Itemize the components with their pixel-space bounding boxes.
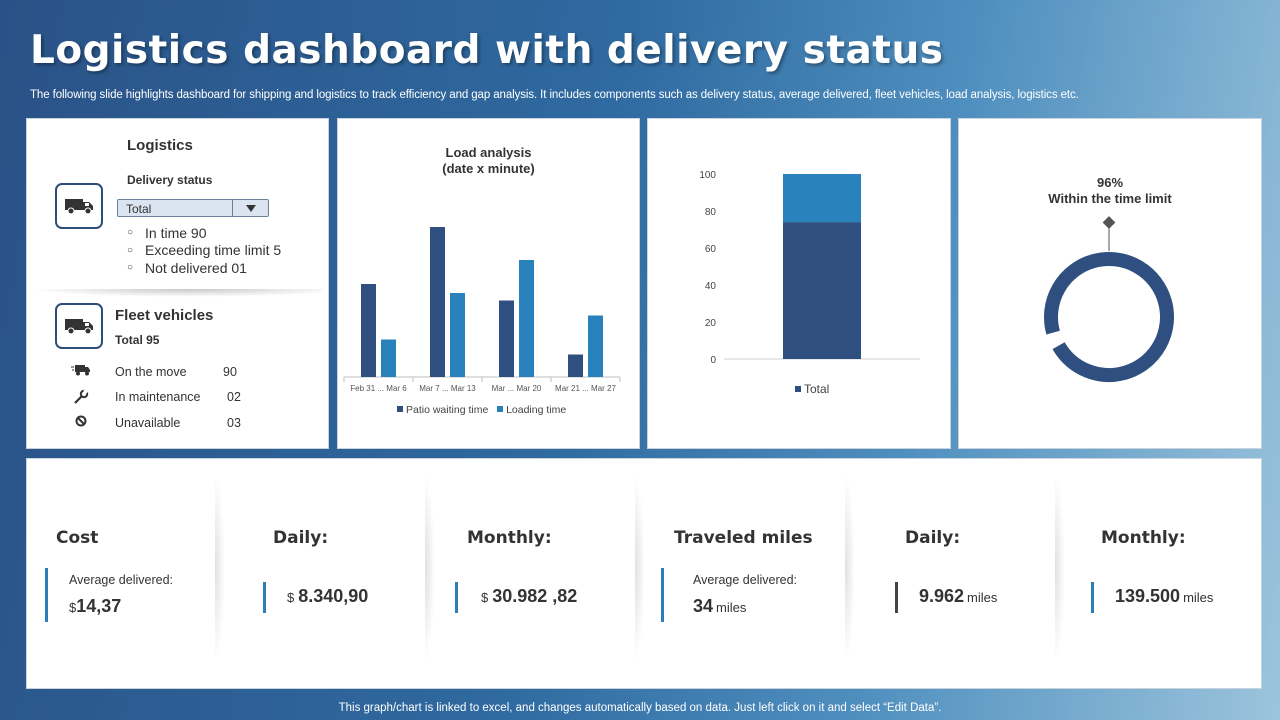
metric-2: Monthly: $30.982 ,82 bbox=[425, 459, 635, 690]
fleet-heading: Fleet vehicles bbox=[115, 307, 214, 324]
delivery-status-label: Delivery status bbox=[127, 173, 213, 187]
column-separator bbox=[635, 473, 645, 663]
bar-loading[interactable] bbox=[450, 293, 465, 377]
circle-bullet-icon: ○ bbox=[127, 227, 134, 239]
total-panel: 0 20 40 60 80 100 Total bbox=[647, 118, 951, 449]
footer-note: This graph/chart is linked to excel, and… bbox=[338, 702, 942, 714]
total-stacked-chart[interactable]: 0 20 40 60 80 100 bbox=[648, 119, 950, 419]
column-separator bbox=[215, 473, 225, 663]
logistics-truck-icon bbox=[55, 183, 103, 229]
section-divider bbox=[27, 289, 322, 297]
fleet-truck-icon bbox=[55, 303, 103, 349]
metric-accent-bar bbox=[45, 568, 48, 622]
stacked-bar-segment[interactable] bbox=[783, 174, 861, 223]
page-title: Logistics dashboard with delivery status bbox=[30, 28, 944, 73]
page-subtitle: The following slide highlights dashboard… bbox=[30, 89, 1079, 101]
x-tick-label: Mar 7 ... Mar 13 bbox=[419, 384, 476, 393]
total-chart-legend: Total bbox=[795, 382, 829, 396]
x-tick-label: Feb 31 ... Mar 6 bbox=[350, 384, 407, 393]
stacked-bar-segment[interactable] bbox=[783, 222, 861, 359]
load-analysis-panel: Load analysis (date x minute) Feb 31 ...… bbox=[337, 118, 640, 449]
callout-marker-icon bbox=[1102, 216, 1116, 229]
logistics-panel: Logistics Delivery status Total ○ In time… bbox=[26, 118, 329, 449]
metric-heading: Monthly: bbox=[467, 528, 552, 548]
time-limit-donut[interactable] bbox=[959, 119, 1261, 448]
column-separator bbox=[425, 473, 435, 663]
bar-loading[interactable] bbox=[381, 339, 396, 378]
metric-caption: Average delivered: bbox=[69, 573, 174, 587]
metric-heading: Cost bbox=[56, 528, 99, 548]
metric-value: $8.340,90 bbox=[287, 586, 369, 606]
metric-5: Monthly: 139.500 miles bbox=[1055, 459, 1263, 690]
y-tick-label: 0 bbox=[710, 355, 716, 366]
list-item: ○ Not delivered 01 bbox=[127, 259, 247, 276]
delivery-status-dropdown[interactable]: Total bbox=[117, 199, 269, 217]
metric-accent-bar bbox=[263, 582, 266, 613]
prohibited-icon bbox=[71, 415, 91, 430]
x-tick-label: Mar 21 ... Mar 27 bbox=[555, 384, 616, 393]
bar-patio[interactable] bbox=[361, 284, 376, 377]
metric-accent-bar bbox=[895, 582, 898, 613]
moving-truck-icon bbox=[71, 364, 91, 379]
load-analysis-chart[interactable]: Feb 31 ... Mar 6 Mar 7 ... Mar 13 Mar ... … bbox=[338, 119, 639, 419]
bar-loading[interactable] bbox=[519, 260, 534, 377]
dropdown-arrow-button[interactable] bbox=[232, 200, 268, 216]
metric-value: 9.962 miles bbox=[919, 586, 998, 606]
time-limit-panel: 96% Within the time limit bbox=[958, 118, 1262, 449]
bar-patio[interactable] bbox=[430, 227, 445, 377]
dropdown-value: Total bbox=[126, 202, 152, 216]
legend-swatch bbox=[397, 406, 403, 412]
bar-patio[interactable] bbox=[568, 354, 583, 378]
fleet-total: Total 95 bbox=[115, 333, 160, 347]
delivery-status-list: ○ In time 90 ○ Exceeding time limit 5 ○ Not… bbox=[127, 224, 281, 277]
metric-value: 34 miles bbox=[693, 596, 747, 616]
logistics-heading: Logistics bbox=[127, 137, 193, 154]
list-item: ○ Exceeding time limit 5 bbox=[127, 242, 282, 259]
metric-4: Daily: 9.962 miles bbox=[845, 459, 1055, 690]
metric-heading: Traveled miles bbox=[674, 528, 813, 548]
metrics-panel: Cost Average delivered: $14,37 Daily: $8.340… bbox=[26, 458, 1262, 689]
circle-bullet-icon: ○ bbox=[127, 262, 134, 274]
y-tick-label: 80 bbox=[705, 207, 717, 218]
list-item: ○ In time 90 bbox=[127, 224, 207, 241]
load-chart-title: Load analysis (date x minute) bbox=[442, 145, 535, 176]
metric-heading: Monthly: bbox=[1101, 528, 1186, 548]
bar-patio[interactable] bbox=[499, 300, 514, 378]
metric-heading: Daily: bbox=[273, 528, 329, 548]
donut-segment-within[interactable] bbox=[1038, 246, 1181, 389]
metric-1: Daily: $8.340,90 bbox=[215, 459, 425, 690]
metric-caption: Average delivered: bbox=[693, 573, 798, 587]
metric-heading: Daily: bbox=[905, 528, 961, 548]
metric-accent-bar bbox=[661, 568, 664, 622]
chevron-down-icon bbox=[245, 204, 256, 212]
metric-accent-bar bbox=[1091, 582, 1094, 613]
time-limit-title: 96% Within the time limit bbox=[1048, 175, 1172, 206]
wrench-icon bbox=[71, 388, 91, 408]
x-tick-label: Mar ... Mar 20 bbox=[492, 384, 542, 393]
legend-swatch bbox=[795, 386, 801, 392]
metric-value: $30.982 ,82 bbox=[481, 586, 578, 606]
y-tick-label: 60 bbox=[705, 244, 717, 255]
legend-swatch bbox=[497, 406, 504, 412]
bar-loading[interactable] bbox=[588, 315, 603, 378]
y-tick-label: 20 bbox=[705, 318, 717, 329]
y-tick-label: 40 bbox=[705, 281, 717, 292]
metric-value: $14,37 bbox=[69, 596, 122, 616]
load-chart-legend: Patio waiting time Loading time bbox=[397, 404, 566, 416]
metric-accent-bar bbox=[455, 582, 458, 613]
metric-value: 139.500 miles bbox=[1115, 586, 1214, 606]
metric-0: Cost Average delivered: $14,37 bbox=[27, 459, 215, 690]
column-separator bbox=[1055, 473, 1065, 663]
y-tick-label: 100 bbox=[699, 170, 716, 181]
circle-bullet-icon: ○ bbox=[127, 244, 134, 256]
column-separator bbox=[845, 473, 855, 663]
metric-3: Traveled miles Average delivered: 34 miles bbox=[635, 459, 845, 690]
